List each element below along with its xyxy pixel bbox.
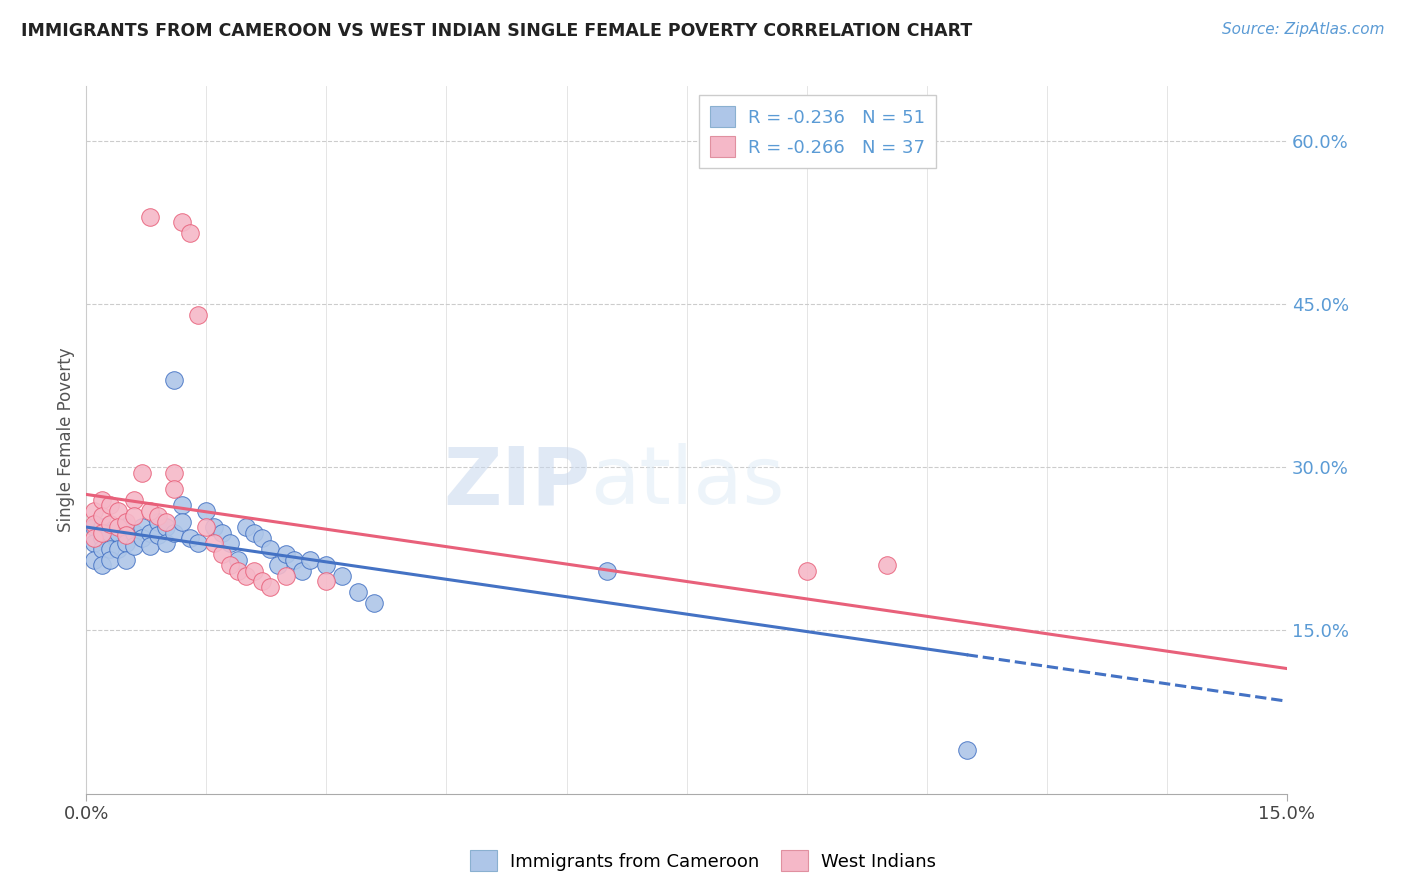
Point [276,569,298,583]
Point [148,527,170,541]
Text: atlas: atlas [591,443,785,522]
Point [91,558,114,573]
Point [876,558,898,573]
Point [315,558,337,573]
Point [98,498,121,512]
Point [115,536,138,550]
Point [187,536,209,550]
Point [155,536,177,550]
Point [139,210,162,224]
Point [235,569,257,583]
Point [243,564,266,578]
Point [131,520,153,534]
Point [91,531,114,545]
Point [195,504,218,518]
Point [139,525,162,540]
Point [107,541,129,556]
Point [115,515,138,529]
Point [98,541,121,556]
Point [243,525,266,540]
Point [83,516,105,531]
Point [83,504,105,518]
Point [172,498,194,512]
Point [163,466,186,480]
Point [332,569,354,583]
Point [148,509,170,524]
Point [956,743,979,757]
Point [155,520,177,534]
Point [267,558,290,573]
Point [202,536,225,550]
Point [283,552,305,566]
Point [219,536,242,550]
Point [276,547,298,561]
Point [252,574,274,589]
Point [163,482,186,496]
Point [179,531,201,545]
Point [124,509,146,524]
Point [211,525,233,540]
Point [98,552,121,566]
Point [91,525,114,540]
Point [363,596,385,610]
Point [163,373,186,387]
Point [131,531,153,545]
Point [83,520,105,534]
Point [347,585,370,599]
Point [98,516,121,531]
Point [187,308,209,322]
Point [139,504,162,518]
Point [228,552,250,566]
Point [115,527,138,541]
Text: ZIP: ZIP [443,443,591,522]
Point [91,492,114,507]
Point [107,504,129,518]
Point [115,552,138,566]
Text: Source: ZipAtlas.com: Source: ZipAtlas.com [1222,22,1385,37]
Point [155,515,177,529]
Point [124,492,146,507]
Point [202,520,225,534]
Point [315,574,337,589]
Point [259,541,281,556]
Point [179,227,201,241]
Point [91,509,114,524]
Point [211,547,233,561]
Point [796,564,818,578]
Point [291,564,314,578]
Point [252,531,274,545]
Point [124,525,146,540]
Point [115,520,138,534]
Point [228,564,250,578]
Point [299,552,322,566]
Point [163,525,186,540]
Point [172,515,194,529]
Legend: Immigrants from Cameroon, West Indians: Immigrants from Cameroon, West Indians [463,843,943,879]
Point [195,520,218,534]
Point [107,520,129,534]
Point [259,580,281,594]
Text: IMMIGRANTS FROM CAMEROON VS WEST INDIAN SINGLE FEMALE POVERTY CORRELATION CHART: IMMIGRANTS FROM CAMEROON VS WEST INDIAN … [21,22,973,40]
Point [83,552,105,566]
Point [139,539,162,553]
Point [83,536,105,550]
Legend: R = -0.236   N = 51, R = -0.266   N = 37: R = -0.236 N = 51, R = -0.266 N = 37 [699,95,935,168]
Point [107,525,129,540]
Point [148,515,170,529]
Point [172,215,194,229]
Point [595,564,617,578]
Point [235,520,257,534]
Point [131,466,153,480]
Point [98,525,121,540]
Point [91,520,114,534]
Point [83,531,105,545]
Point [219,558,242,573]
Point [124,539,146,553]
Y-axis label: Single Female Poverty: Single Female Poverty [58,348,75,533]
Point [91,541,114,556]
